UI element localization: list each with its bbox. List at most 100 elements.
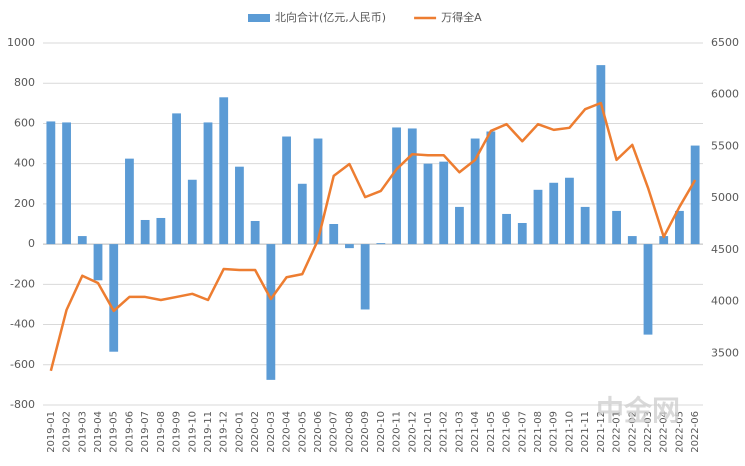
- x-tick-label: 2019-06: [124, 411, 135, 453]
- bar: [533, 189, 543, 245]
- x-tick-label: 2020-11: [392, 411, 403, 453]
- line: [49, 101, 697, 372]
- bar: [549, 182, 559, 245]
- x-tick-label: 2019-11: [203, 411, 214, 453]
- x-tick-label: 2021-02: [439, 411, 450, 453]
- bar: [297, 183, 307, 245]
- bar: [439, 161, 449, 245]
- x-tick-label: 2021-05: [486, 411, 497, 453]
- bar: [690, 145, 700, 245]
- bar: [627, 236, 637, 245]
- bar: [250, 220, 260, 245]
- legend-label: 万得全A: [441, 10, 482, 24]
- y-tick-label: 400: [14, 157, 35, 170]
- y-tick-label: 600: [14, 116, 35, 129]
- bar: [313, 138, 323, 245]
- x-tick-label: 2019-01: [46, 411, 57, 453]
- x-tick-label: 2021-08: [533, 411, 544, 453]
- bar: [93, 244, 103, 281]
- bar: [486, 131, 496, 245]
- bar: [470, 138, 480, 245]
- x-tick-label: 2021-04: [470, 411, 481, 453]
- x-tick-label: 2022-04: [659, 411, 670, 453]
- y2-tick-label: 6000: [711, 88, 739, 101]
- bar: [125, 158, 134, 245]
- x-tick-label: 2021-11: [580, 411, 591, 453]
- y2-tick-label: 4500: [711, 243, 739, 256]
- y-tick-label: -400: [10, 318, 35, 331]
- bar: [659, 236, 669, 245]
- x-tick-label: 2020-01: [234, 411, 245, 453]
- bar: [407, 128, 417, 245]
- x-tick-label: 2020-04: [282, 411, 293, 453]
- bar: [675, 210, 684, 245]
- x-tick-label: 2020-10: [376, 411, 387, 453]
- bar: [502, 213, 511, 245]
- bar: [109, 244, 119, 352]
- x-tick-label: 2021-09: [549, 411, 560, 453]
- x-tick-label: 2020-02: [250, 411, 261, 453]
- y2-tick-label: 4000: [711, 295, 739, 308]
- bar: [266, 244, 276, 380]
- bar: [62, 122, 71, 245]
- bar: [329, 224, 339, 245]
- y2-tick-label: 6500: [711, 36, 739, 49]
- bar: [596, 65, 606, 245]
- y-tick-label: 1000: [7, 36, 35, 49]
- legend-label: 北向合计(亿元,人民币): [275, 10, 386, 24]
- bar: [360, 244, 370, 310]
- bar: [187, 179, 197, 245]
- y-tick-label: 800: [14, 76, 35, 89]
- x-tick-label: 2021-07: [517, 411, 528, 453]
- x-tick-label: 2019-03: [77, 411, 88, 453]
- y-tick-label: -200: [10, 277, 35, 290]
- y-tick-label: 200: [14, 197, 35, 210]
- x-tick-label: 2019-12: [219, 411, 230, 453]
- bar: [219, 97, 229, 245]
- x-tick-label: 2021-12: [596, 411, 607, 453]
- x-tick-label: 2019-07: [140, 411, 151, 453]
- x-tick-label: 2022-01: [612, 411, 623, 453]
- x-tick-label: 2021-06: [502, 411, 513, 453]
- x-tick-label: 2020-12: [407, 411, 418, 453]
- bar: [376, 243, 386, 245]
- y2-tick-label: 5500: [711, 139, 739, 152]
- bar: [423, 163, 433, 245]
- x-tick-label: 2022-06: [690, 411, 701, 453]
- bar: [77, 236, 87, 245]
- x-tick-label: 2019-10: [187, 411, 198, 453]
- bar: [517, 222, 527, 245]
- y-tick-label: 0: [28, 237, 35, 250]
- x-tick-label: 2022-05: [674, 411, 685, 453]
- bar: [345, 244, 354, 249]
- bar: [565, 177, 574, 245]
- bar: [203, 122, 213, 245]
- x-tick-label: 2022-02: [627, 411, 638, 453]
- x-tick-label: 2021-03: [454, 411, 465, 453]
- legend-swatch: [248, 14, 270, 22]
- bar: [46, 121, 56, 245]
- x-tick-label: 2022-03: [643, 411, 654, 453]
- bar: [643, 244, 653, 335]
- y2-tick-label: 5000: [711, 191, 739, 204]
- x-tick-label: 2021-01: [423, 411, 434, 453]
- bar: [156, 217, 166, 245]
- x-tick-label: 2019-04: [93, 411, 104, 453]
- x-tick-label: 2021-10: [564, 411, 575, 453]
- x-tick-label: 2019-05: [109, 411, 120, 453]
- x-tick-label: 2019-09: [172, 411, 183, 453]
- bar: [282, 136, 291, 245]
- x-tick-label: 2019-02: [62, 411, 73, 453]
- bar: [140, 219, 150, 245]
- y-tick-label: -800: [10, 398, 35, 411]
- x-tick-label: 2020-06: [313, 411, 324, 453]
- x-tick-label: 2020-09: [360, 411, 371, 453]
- x-tick-label: 2019-08: [156, 411, 167, 453]
- bar: [392, 127, 401, 245]
- x-tick-label: 2020-07: [329, 411, 340, 453]
- y-tick-label: -600: [10, 358, 35, 371]
- y2-tick-label: 3500: [711, 346, 739, 359]
- bar: [580, 206, 590, 245]
- bar: [612, 210, 621, 245]
